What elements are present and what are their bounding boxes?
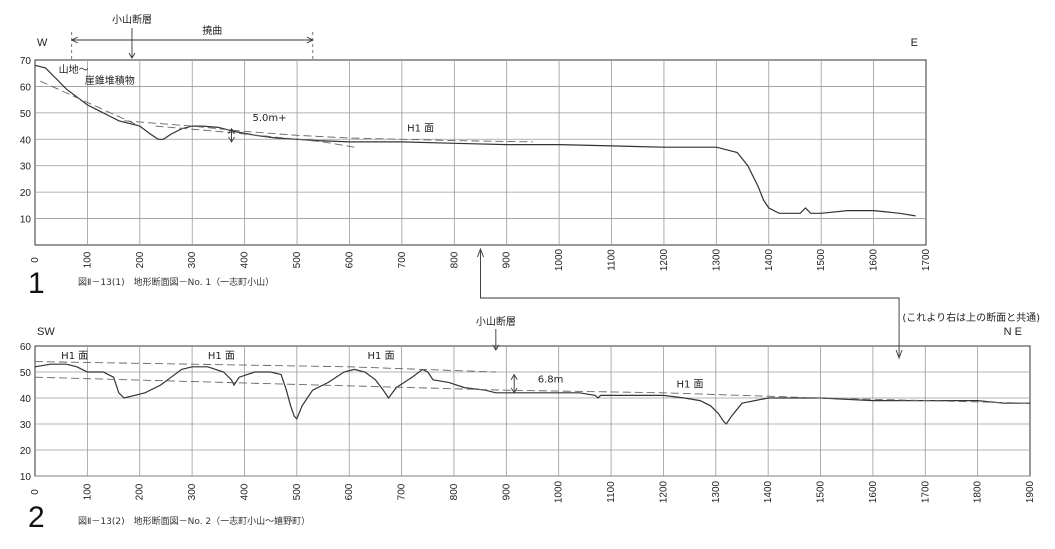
x-tick-label: 400 <box>240 251 251 268</box>
x-tick-label: 1100 <box>607 249 618 271</box>
x-tick-label: 900 <box>502 251 513 268</box>
direction-left: SW <box>37 326 55 338</box>
x-tick-label: 400 <box>239 483 250 500</box>
series-line-profile <box>34 363 1030 425</box>
annotation-label: 6.8m <box>538 374 564 385</box>
link-overlay: (これより右は上の断面と共通) <box>477 247 1040 360</box>
annotation-label: H1 面 <box>61 351 88 362</box>
x-tick-label: 1300 <box>711 480 722 503</box>
y-tick-label: 30 <box>20 420 32 431</box>
y-tick-label: 40 <box>20 135 32 146</box>
x-tick-label: 200 <box>135 251 146 268</box>
x-tick-label: 1800 <box>973 480 984 503</box>
panel-number: 2 <box>28 501 45 534</box>
x-tick-label: 700 <box>397 251 408 268</box>
link-arrow-head-bottom <box>895 349 903 360</box>
x-tick-label: 300 <box>187 251 198 268</box>
y-tick-label: 50 <box>20 109 32 120</box>
link-arrow-line <box>480 251 900 356</box>
y-tick-label: 50 <box>20 368 32 379</box>
x-tick-label: 300 <box>187 483 198 500</box>
x-tick-label: 1400 <box>763 480 774 503</box>
fault-arrow-head <box>128 52 136 59</box>
panel-number: 1 <box>28 267 45 300</box>
x-tick-label: 1400 <box>764 248 775 271</box>
series-line-lower-trend <box>155 125 355 148</box>
x-tick-label: 1100 <box>606 481 617 503</box>
x-tick-label: 600 <box>344 251 355 268</box>
x-tick-label: 100 <box>82 483 93 500</box>
series-line-lower-surface <box>34 376 1031 404</box>
fault-label: 小山断層 <box>476 315 516 328</box>
x-tick-label: 500 <box>292 483 303 500</box>
y-tick-label: 60 <box>20 82 32 93</box>
fault-arrow-head <box>492 344 500 351</box>
direction-left: W <box>37 37 48 49</box>
x-tick-label: 500 <box>292 251 303 268</box>
y-tick-label: 30 <box>20 162 32 173</box>
annotation-label: H1 面 <box>208 351 235 362</box>
series-line-profile <box>34 64 916 217</box>
direction-right: N E <box>1004 326 1022 338</box>
x-tick-label: 600 <box>344 483 355 500</box>
x-tick-label: 800 <box>449 251 460 268</box>
annotation-label: H1 面 <box>407 123 434 134</box>
x-tick-label: 0 <box>30 257 41 263</box>
offset-arrow-bottom <box>510 387 518 394</box>
annotation-label: 5.0m+ <box>253 113 287 124</box>
series-line-h1-surface <box>124 120 533 143</box>
offset-arrow-top <box>228 127 235 134</box>
x-tick-label: 0 <box>30 489 41 495</box>
profile-panel-1: 0 100 200 300 400 500 600 700 800 900 1000 1100 1200… <box>20 13 932 300</box>
flexure-label: 撓曲 <box>202 25 222 37</box>
link-arrow-head-top <box>477 247 484 258</box>
y-tick-label: 60 <box>20 342 32 353</box>
annotation-label: 崖錐堆積物 <box>85 74 135 87</box>
annotation-label: 山地～ <box>59 63 89 76</box>
x-tick-label: 1300 <box>711 248 722 271</box>
offset-arrow-top <box>510 373 518 380</box>
offset-arrow-bottom <box>228 136 235 143</box>
y-tick-label: 70 <box>20 56 32 67</box>
x-tick-label: 1200 <box>659 248 670 271</box>
y-tick-label: 10 <box>20 472 32 483</box>
y-tick-label: 20 <box>20 446 32 457</box>
x-tick-label: 100 <box>82 251 93 268</box>
x-tick-label: 1600 <box>869 248 880 271</box>
x-tick-label: 1500 <box>816 248 827 271</box>
x-tick-label: 900 <box>501 483 512 500</box>
plot-frame <box>34 345 1031 477</box>
x-tick-label: 1700 <box>920 480 931 503</box>
x-tick-label: 1000 <box>554 248 565 271</box>
y-tick-label: 10 <box>20 215 32 226</box>
x-tick-label: 1200 <box>658 480 669 503</box>
plot-frame <box>34 59 927 246</box>
shared-section-note: (これより右は上の断面と共通) <box>902 311 1040 324</box>
figure-caption: 図Ⅱ－13(2) 地形断面図－No. 2（一志町小山～嬉野町） <box>78 515 310 527</box>
x-tick-label: 200 <box>135 483 146 500</box>
x-tick-label: 800 <box>449 483 460 500</box>
x-tick-label: 1000 <box>554 480 565 503</box>
annotation-label: H1 面 <box>677 380 704 391</box>
x-tick-label: 1500 <box>816 480 827 503</box>
series-line-h1-surface <box>34 361 496 373</box>
fault-label: 小山断層 <box>112 13 152 26</box>
direction-right: E <box>911 37 918 49</box>
annotation-label: H1 面 <box>368 351 395 362</box>
profile-panel-2: 0 100 200 300 400 500 600 700 800 900 1000 1100 1200… <box>20 315 1036 534</box>
series-line-slope-trend <box>40 80 140 127</box>
figure-caption: 図Ⅱ－13(1) 地形断面図－No. 1（一志町小山） <box>78 276 274 288</box>
y-tick-label: 20 <box>20 188 32 199</box>
x-tick-label: 1600 <box>868 480 879 503</box>
x-tick-label: 1900 <box>1025 480 1036 503</box>
x-tick-label: 1700 <box>921 248 932 271</box>
y-tick-label: 40 <box>20 394 32 405</box>
x-tick-label: 700 <box>397 483 408 500</box>
